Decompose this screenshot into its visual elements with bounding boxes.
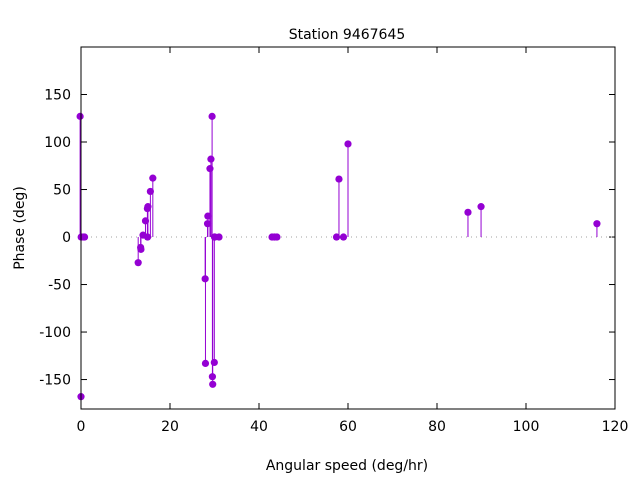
data-point [215, 233, 223, 241]
data-point [335, 175, 343, 183]
data-point [134, 259, 142, 267]
y-tick-label: 50 [53, 183, 71, 199]
data-point [344, 140, 352, 148]
data-point [137, 245, 145, 253]
chart-title: Station 9467645 [289, 27, 406, 43]
x-tick-label: 20 [161, 419, 179, 435]
y-tick-label: 100 [44, 135, 71, 151]
x-tick-label: 80 [428, 419, 446, 435]
x-tick-label: 60 [339, 419, 357, 435]
y-axis-label: Phase (deg) [12, 186, 28, 270]
x-tick-label: 120 [602, 419, 629, 435]
data-point [208, 112, 216, 120]
data-point [201, 359, 210, 367]
data-point [149, 174, 157, 182]
data-point [76, 112, 84, 120]
data-point [464, 208, 472, 216]
data-point [80, 233, 89, 241]
x-tick-label: 40 [250, 419, 268, 435]
data-point [210, 358, 218, 367]
plot-frame [80, 46, 616, 410]
data-point [593, 220, 601, 228]
data-point [332, 233, 341, 241]
x-tick-label: 0 [77, 419, 86, 435]
data-point [477, 203, 485, 211]
data-point [207, 155, 215, 163]
data-point [209, 380, 217, 388]
y-tick-label: 150 [44, 88, 71, 104]
y-tick-label: -100 [39, 325, 71, 341]
y-tick-label: 0 [62, 230, 71, 246]
data-point [144, 203, 152, 211]
data-point [273, 233, 281, 241]
data-point [146, 187, 154, 196]
x-tick-label: 100 [513, 419, 540, 435]
y-tick-label: -150 [39, 373, 71, 389]
data-point [339, 233, 348, 241]
x-axis-label: Angular speed (deg/hr) [266, 458, 428, 474]
y-tick-label: -50 [48, 278, 71, 294]
